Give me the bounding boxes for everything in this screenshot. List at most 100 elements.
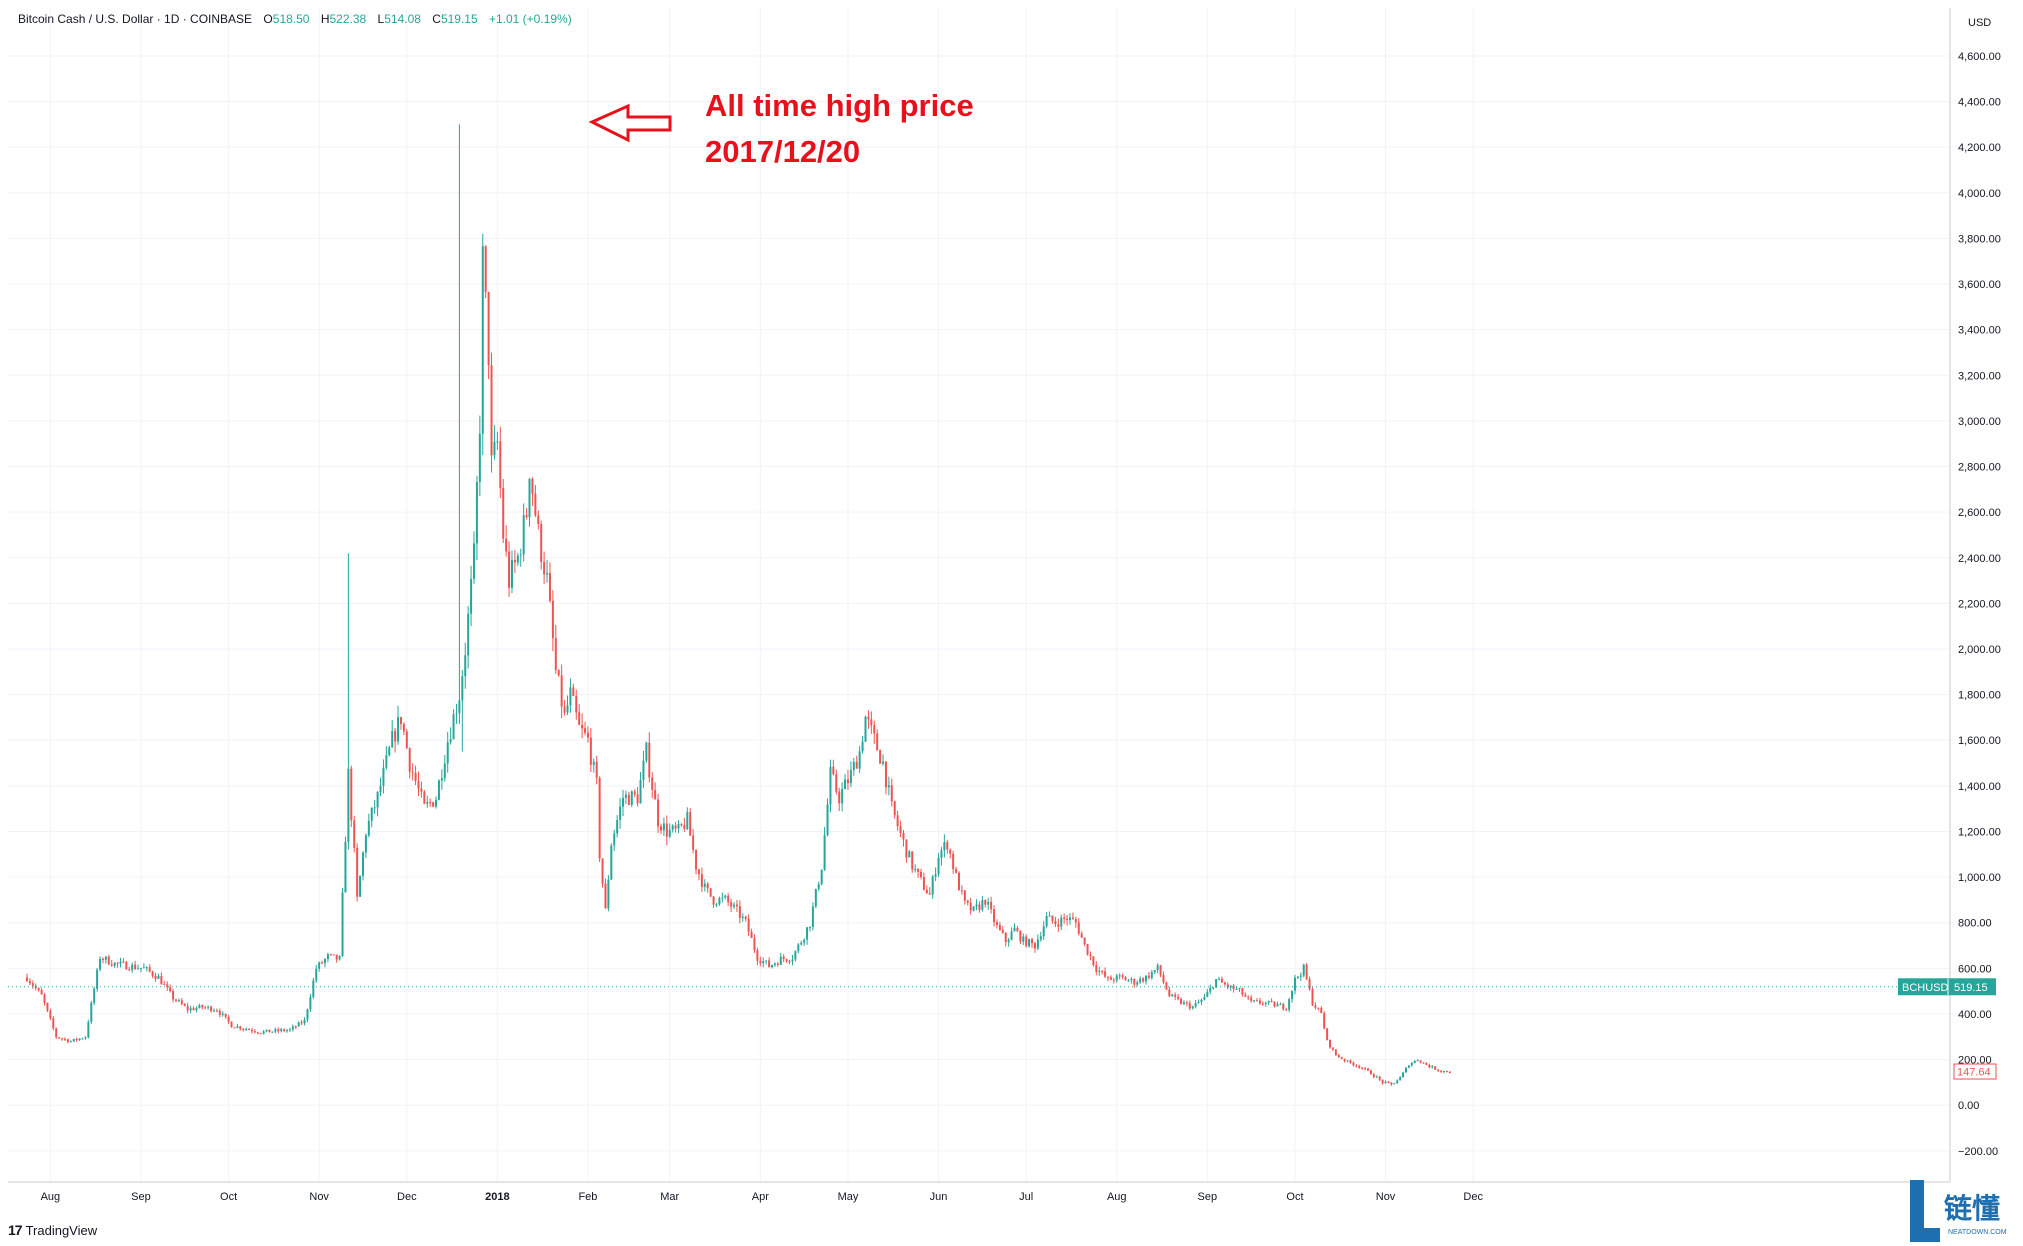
candle-body <box>1191 1006 1194 1009</box>
candle-body <box>367 820 370 836</box>
time-tick-label: Oct <box>1286 1191 1303 1203</box>
candle-body <box>478 433 481 483</box>
time-tick-label: Mar <box>660 1191 679 1203</box>
candle-body <box>283 1029 286 1032</box>
candle-body <box>426 802 429 804</box>
candle-body <box>905 839 908 858</box>
candle-body <box>607 879 610 909</box>
candle-body <box>218 1010 221 1015</box>
candle-body <box>1314 1005 1317 1008</box>
candle-body <box>449 739 452 743</box>
candle-body <box>1343 1058 1346 1062</box>
candle-body <box>896 815 899 827</box>
candle-body <box>613 833 616 846</box>
candle-body <box>40 990 43 995</box>
candle-body <box>1229 985 1232 988</box>
candle-body <box>1127 980 1130 982</box>
candle-body <box>221 1013 224 1015</box>
candle-body <box>1276 1004 1279 1007</box>
candle-body <box>411 771 414 773</box>
candle-body <box>31 983 34 986</box>
price-tick-label: 0.00 <box>1958 1100 1979 1112</box>
candle-body <box>55 1028 58 1038</box>
candle-body <box>689 812 692 836</box>
candle-body <box>1106 976 1109 978</box>
candle-body <box>470 578 473 614</box>
candle-body <box>604 883 607 909</box>
candle-body <box>286 1030 289 1032</box>
candle-body <box>122 961 125 963</box>
candle-body <box>245 1029 248 1031</box>
symbol-header[interactable]: Bitcoin Cash / U.S. Dollar · 1D · COINBA… <box>18 12 580 26</box>
candle-body <box>963 890 966 901</box>
candle-body <box>52 1018 55 1029</box>
candle-body <box>1036 939 1039 949</box>
candle-body <box>1299 975 1302 977</box>
price-tick-label: 4,600.00 <box>1958 51 2001 63</box>
candle-body <box>1080 933 1083 938</box>
last-close-value: 147.64 <box>1957 1067 1991 1079</box>
candle-body <box>1407 1065 1410 1068</box>
candle-body <box>636 794 639 804</box>
candle-body <box>548 573 551 601</box>
price-axis[interactable]: −200.000.00200.00400.00600.00800.001,000… <box>1958 51 2001 1158</box>
candle-body <box>987 901 990 905</box>
candle-body <box>528 478 531 518</box>
candle-body <box>475 482 478 544</box>
candle-body <box>946 842 949 850</box>
candle-body <box>280 1029 283 1032</box>
candle-body <box>175 999 178 1001</box>
candle-body <box>1042 926 1045 937</box>
candle-body <box>110 964 113 966</box>
candle-body <box>648 742 651 778</box>
candle-body <box>215 1010 218 1012</box>
candle-body <box>616 820 619 834</box>
candle-body <box>1431 1066 1434 1068</box>
candle-body <box>1419 1060 1422 1063</box>
candle-body <box>69 1041 72 1043</box>
candle-body <box>925 889 928 894</box>
candle-body <box>800 942 803 945</box>
candle-body <box>297 1022 300 1027</box>
candle-body <box>90 1002 93 1023</box>
candle-body <box>508 551 511 588</box>
time-axis[interactable]: Aug Sep Oct Nov Dec 2018 Feb Mar Apr May Jun Jul Aug… <box>41 1191 1484 1203</box>
candle-body <box>998 925 1001 930</box>
tradingview-brand[interactable]: 17 TradingView <box>8 1222 97 1238</box>
candle-body <box>1355 1065 1358 1067</box>
candle-body <box>937 857 940 875</box>
candle-body <box>803 939 806 943</box>
candle-body <box>1261 1003 1264 1005</box>
candle-body <box>1136 982 1139 985</box>
candle-body <box>981 899 984 910</box>
candle-body <box>943 842 946 851</box>
candle-body <box>1445 1071 1448 1073</box>
candle-body <box>519 554 522 556</box>
candle-body <box>531 478 534 494</box>
candle-body <box>730 902 733 907</box>
candle-body <box>93 988 96 1003</box>
candle-body <box>516 555 519 563</box>
candle-body <box>1223 982 1226 985</box>
candle-body <box>338 955 341 960</box>
candle-body <box>139 967 142 969</box>
candle-body <box>595 761 598 779</box>
candle-body <box>738 906 741 918</box>
candle-body <box>1422 1062 1425 1064</box>
candle-body <box>1270 1001 1273 1003</box>
candle-body <box>66 1039 69 1043</box>
time-tick-label: May <box>838 1191 859 1203</box>
candle-body <box>1019 931 1022 942</box>
candle-body <box>1112 979 1115 981</box>
candle-body <box>513 559 516 563</box>
candle-body <box>1358 1065 1361 1068</box>
candle-body <box>993 909 996 923</box>
candle-body <box>665 823 668 837</box>
candle-body <box>870 719 873 726</box>
candle-body <box>1095 964 1098 972</box>
candle-body <box>814 889 817 907</box>
price-tick-label: 400.00 <box>1958 1009 1992 1021</box>
candle-body <box>321 962 324 964</box>
close-label: C <box>432 12 441 26</box>
